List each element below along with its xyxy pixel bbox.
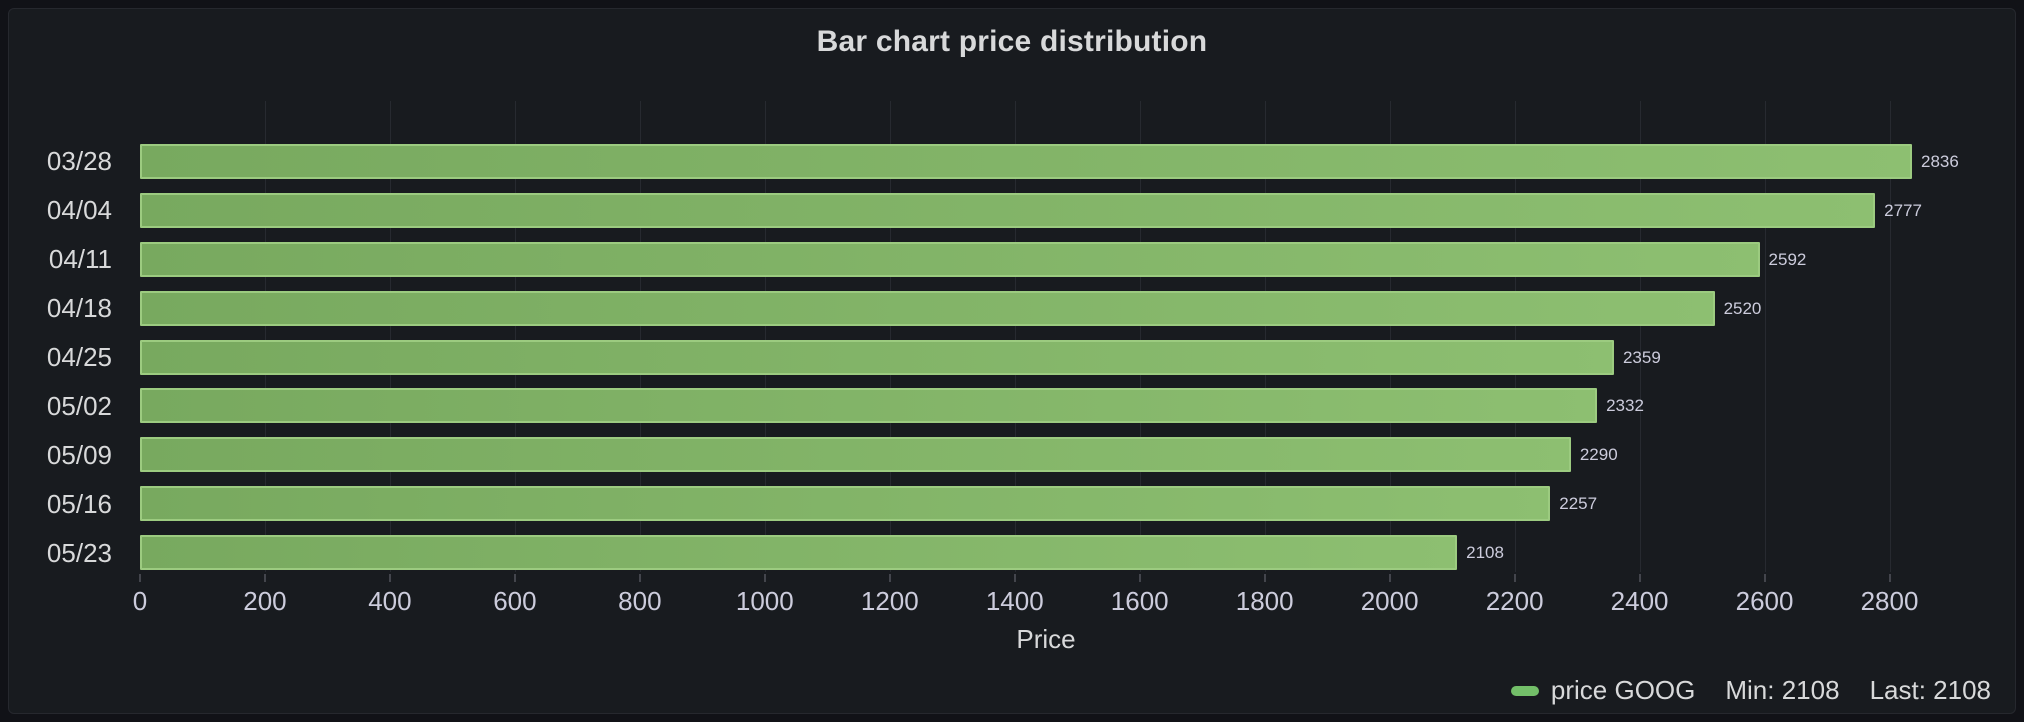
legend-last-value: Last: 2108 — [1869, 675, 1991, 705]
x-axis-tick-label: 2400 — [1610, 586, 1669, 616]
x-axis-tick-label: 800 — [618, 586, 662, 616]
legend-min-value: Min: 2108 — [1725, 675, 1840, 705]
bar-price-goog-03/28[interactable] — [140, 143, 1912, 179]
x-axis-tick-label: 200 — [243, 586, 287, 616]
bar-row: 05/02 2332 — [47, 381, 1952, 430]
x-axis-tick-label: 1000 — [735, 586, 794, 616]
axis-tick-mark — [1513, 574, 1516, 582]
gridline — [1764, 101, 1766, 572]
bar-row: 04/11 2592 — [49, 235, 1952, 284]
bar-value-label: 2257 — [1559, 494, 1598, 514]
bar-price-goog-05/23[interactable] — [140, 535, 1458, 571]
chart-panel: Bar chart price distribution 03/28 2836 04… — [8, 8, 2016, 714]
bar-row: 05/23 2108 — [47, 528, 1952, 577]
x-axis-tick-label: 1200 — [860, 586, 919, 616]
bar-row: 05/16 2257 — [47, 479, 1952, 528]
gridline — [1639, 101, 1641, 572]
legend-item-price-goog[interactable]: price GOOG — [1510, 675, 1696, 706]
bar-price-goog-04/18[interactable] — [140, 290, 1715, 326]
bar-value-label: 2520 — [1723, 298, 1762, 318]
x-axis-tick-label: 400 — [368, 586, 412, 616]
y-axis-label: 05/23 — [46, 537, 112, 568]
y-axis-label: 05/02 — [46, 390, 112, 421]
bar-value-label: 2836 — [1921, 151, 1959, 171]
panel-title[interactable]: Bar chart price distribution — [816, 25, 1208, 58]
bar-value-label: 2777 — [1884, 200, 1922, 220]
bar-row: 04/04 2777 — [47, 186, 1952, 235]
bar-price-goog-05/16[interactable] — [140, 486, 1551, 522]
y-axis-label: 05/09 — [46, 439, 112, 470]
legend: price GOOG Min: 2108 Last: 2108 — [1510, 675, 1991, 706]
x-axis-tick-label: 1800 — [1235, 586, 1294, 616]
gridline-layer — [140, 101, 1952, 572]
gridline — [1139, 101, 1141, 572]
gridline — [389, 101, 391, 572]
gridline — [1889, 101, 1891, 572]
axis-tick-mark — [888, 574, 891, 582]
axis-tick-mark — [763, 574, 766, 582]
bar-row: 04/25 2359 — [47, 333, 1952, 382]
y-axis-label: 04/25 — [46, 342, 112, 372]
gridline — [764, 101, 766, 572]
bar-row: 05/09 2290 — [47, 430, 1952, 479]
gridline — [264, 101, 266, 572]
axis-tick-mark — [1763, 574, 1766, 582]
x-axis-tick-label: 1600 — [1110, 586, 1169, 616]
legend-swatch-icon — [1510, 685, 1539, 696]
bar-price-goog-05/09[interactable] — [140, 437, 1571, 473]
plot-area: 03/28 2836 04/04 2777 04/11 2592 04/18 2520 04/2… — [47, 101, 1959, 572]
y-axis-label: 03/28 — [46, 146, 112, 177]
gridline — [1014, 101, 1016, 572]
y-axis-label: 04/11 — [48, 244, 112, 275]
gridline — [1264, 101, 1266, 572]
bars-container: 03/28 2836 04/04 2777 04/11 2592 04/18 2520 04/2… — [47, 137, 1959, 577]
gridline — [639, 101, 641, 572]
x-axis-tick-label: 2000 — [1360, 586, 1419, 616]
x-axis-tick-label: 600 — [493, 586, 537, 616]
axis-tick-mark — [263, 574, 266, 582]
axis-tick-mark — [139, 574, 141, 582]
bar-row: 04/18 2520 — [47, 284, 1952, 333]
axis-tick-mark — [1263, 574, 1266, 582]
y-axis-label: 04/18 — [46, 293, 112, 324]
bar-value-label: 2290 — [1579, 445, 1618, 465]
gridline — [1389, 101, 1391, 572]
axis-tick-mark — [1013, 574, 1016, 582]
y-axis-label: 04/04 — [46, 195, 112, 226]
x-axis-tick-label: 2600 — [1735, 586, 1794, 616]
bar-price-goog-05/02[interactable] — [140, 388, 1598, 424]
x-axis-title: Price — [1016, 624, 1076, 654]
axis-tick-mark — [1388, 574, 1391, 582]
gridline — [514, 101, 516, 572]
axis-tick-mark — [513, 574, 516, 582]
bar-value-label: 2108 — [1466, 543, 1504, 563]
axis-tick-mark — [388, 574, 391, 582]
axis-tick-mark — [1888, 574, 1891, 582]
x-axis-tick-labels: 0 200 400 600 800 1000 1200 1400 1600 1800 2000 220… — [133, 586, 1952, 618]
bar-price-goog-04/04[interactable] — [140, 192, 1876, 228]
x-axis-tick-label: 0 — [132, 586, 148, 616]
bar-value-label: 2592 — [1768, 249, 1807, 269]
axis-tick-mark — [1638, 574, 1641, 582]
x-axis-tick-label: 1400 — [985, 586, 1044, 616]
x-axis-ticks — [139, 572, 1952, 582]
bar-value-label: 2359 — [1622, 347, 1661, 367]
axis-tick-mark — [1138, 574, 1141, 582]
y-axis-label: 05/16 — [46, 488, 112, 519]
legend-series-label: price GOOG — [1550, 675, 1696, 705]
x-axis-tick-label: 2200 — [1485, 586, 1544, 616]
gridline — [889, 101, 891, 572]
bar-price-goog-04/25[interactable] — [140, 339, 1614, 375]
gridline — [1514, 101, 1516, 572]
x-axis-tick-label: 2800 — [1860, 586, 1919, 616]
bar-price-goog-04/11[interactable] — [140, 241, 1760, 277]
axis-tick-mark — [638, 574, 641, 582]
bar-value-label: 2332 — [1606, 396, 1644, 416]
bar-row: 03/28 2836 — [47, 137, 1959, 186]
